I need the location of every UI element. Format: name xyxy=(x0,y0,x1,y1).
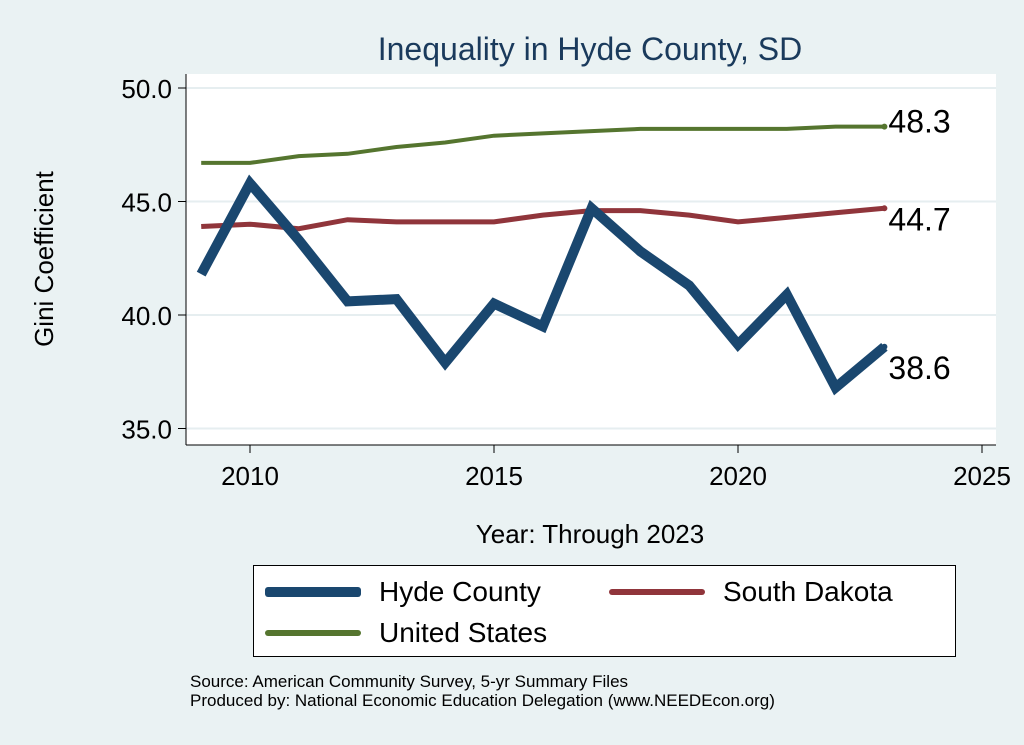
legend-label-hyde-county: Hyde County xyxy=(379,576,541,607)
y-tick-label-45.0: 45.0 xyxy=(121,188,172,218)
axis-layer: 35.0 40.0 45.0 50.0 2010 2015 2020 2025 xyxy=(121,74,1011,491)
x-tick-label-2025: 2025 xyxy=(953,461,1011,491)
end-label-hyde-county: 38.6 xyxy=(888,350,950,386)
end-label-united-states: 48.3 xyxy=(888,104,950,140)
legend-item-hyde-county: Hyde County xyxy=(265,576,541,608)
series-end-marker-south-dakota xyxy=(881,205,888,212)
legend: Hyde County South Dakota United States xyxy=(253,565,956,657)
legend-swatch-united-states xyxy=(265,630,361,636)
source-line: Source: American Community Survey, 5-yr … xyxy=(190,672,629,691)
legend-label-south-dakota: South Dakota xyxy=(723,576,893,607)
line-chart: Inequality in Hyde County, SD Gini Coeff… xyxy=(29,31,1011,549)
series-end-marker-hyde-county xyxy=(881,343,888,350)
y-tick-label-40.0: 40.0 xyxy=(121,301,172,331)
series-end-marker-united-states xyxy=(881,123,888,130)
x-tick-label-2020: 2020 xyxy=(709,461,767,491)
series-line-hyde-county xyxy=(196,174,888,396)
chart-title: Inequality in Hyde County, SD xyxy=(378,31,803,67)
source-note: Source: American Community Survey, 5-yr … xyxy=(190,672,775,710)
series-line-united-states xyxy=(201,124,885,165)
y-tick-label-35.0: 35.0 xyxy=(121,415,172,445)
plot-area xyxy=(186,74,996,445)
end-label-south-dakota: 44.7 xyxy=(888,201,950,237)
legend-label-united-states: United States xyxy=(379,617,548,648)
x-tick-label-2010: 2010 xyxy=(221,461,279,491)
x-axis-title: Year: Through 2023 xyxy=(476,519,704,549)
legend-swatch-hyde-county xyxy=(265,587,361,597)
end-label-layer: 48.3 44.7 38.6 xyxy=(888,104,950,386)
series-line-south-dakota xyxy=(201,205,885,232)
y-tick-label-50.0: 50.0 xyxy=(121,74,172,104)
x-tick-label-2015: 2015 xyxy=(465,461,523,491)
legend-item-united-states: United States xyxy=(265,617,547,649)
series-layer xyxy=(196,123,888,396)
produced-by-line: Produced by: National Economic Education… xyxy=(190,691,775,710)
legend-swatch-south-dakota xyxy=(609,589,705,595)
y-axis-title: Gini Coefficient xyxy=(29,170,59,347)
legend-item-south-dakota: South Dakota xyxy=(609,576,893,608)
